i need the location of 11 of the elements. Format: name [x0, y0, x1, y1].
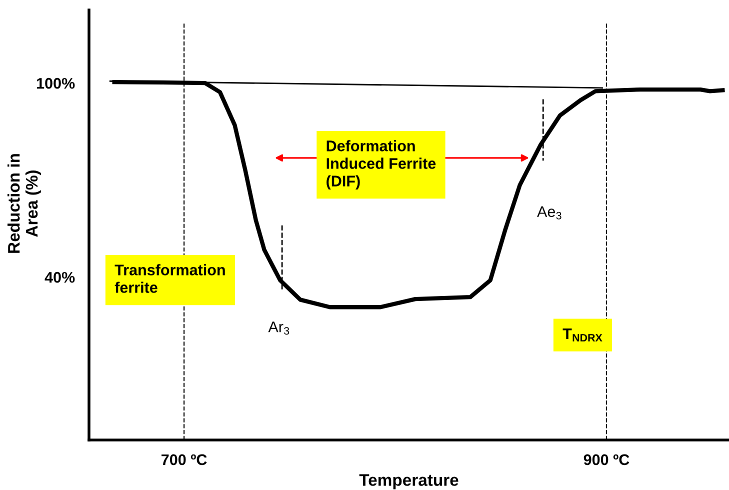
annotation: Ae$_{3}$: [537, 206, 562, 220]
x-tick-label: 900 ºC: [584, 454, 630, 466]
annotation: Transformation ferrite: [114, 264, 225, 293]
annotation: Deformation Induced Ferrite (DIF): [326, 140, 436, 190]
annotation: Ar$_{3}$: [268, 322, 290, 335]
y-tick-label: 100%: [37, 78, 75, 89]
y-axis-title: Reduction in Area (%): [8, 154, 41, 253]
y-tick-label: 40%: [44, 272, 75, 283]
x-axis-title: Temperature: [359, 474, 458, 490]
x-tick-label: 700 ºC: [162, 454, 207, 466]
annotation: T$_{NDRX}$: [562, 328, 602, 342]
